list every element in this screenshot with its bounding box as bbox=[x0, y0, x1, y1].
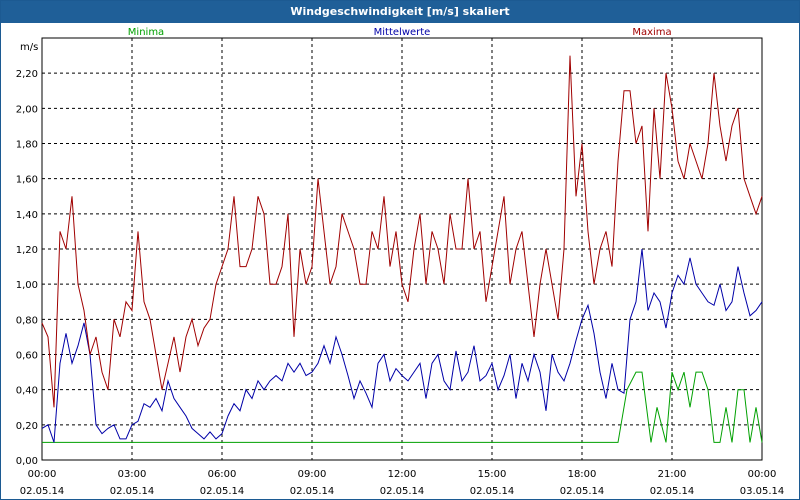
x-tick-date: 02.05.14 bbox=[110, 486, 155, 497]
y-tick-label: 1,60 bbox=[16, 175, 38, 186]
series-group bbox=[41, 55, 763, 443]
x-tick-time: 21:00 bbox=[658, 469, 687, 480]
y-axis-ticks: 0,00 0,20 0,40 0,60 0,80 1,00 1,20 1,40 1,60 1,80… bbox=[16, 69, 38, 467]
x-tick-date: 02.05.14 bbox=[470, 486, 515, 497]
x-tick-time: 15:00 bbox=[478, 469, 507, 480]
x-tick-time: 09:00 bbox=[298, 469, 327, 480]
y-tick-label: 1,40 bbox=[16, 210, 38, 221]
y-tick-label: 0,80 bbox=[16, 315, 38, 326]
x-tick-time: 00:00 bbox=[28, 469, 57, 480]
y-axis-label: m/s bbox=[20, 42, 38, 53]
x-tick-time: 03:00 bbox=[118, 469, 147, 480]
x-tick-time: 00:00 bbox=[748, 469, 777, 480]
x-tick-time: 18:00 bbox=[568, 469, 597, 480]
x-tick-date: 02.05.14 bbox=[20, 486, 65, 497]
x-tick-date: 02.05.14 bbox=[380, 486, 425, 497]
y-tick-label: 0,20 bbox=[16, 421, 38, 432]
x-tick-date: 02.05.14 bbox=[200, 486, 245, 497]
x-axis-ticks: 00:00 02.05.14 03:00 02.05.14 06:00 02.05.14 0… bbox=[20, 469, 785, 497]
y-tick-label: 1,00 bbox=[16, 280, 38, 291]
y-tick-label: 0,00 bbox=[16, 456, 38, 467]
y-tick-label: 0,60 bbox=[16, 351, 38, 362]
series-mittelwerte-line bbox=[41, 248, 763, 443]
grid-lines bbox=[42, 38, 762, 460]
y-tick-label: 2,20 bbox=[16, 69, 38, 80]
legend-minima: Minima bbox=[128, 27, 164, 38]
x-tick-date: 03.05.14 bbox=[740, 486, 785, 497]
y-tick-label: 0,40 bbox=[16, 386, 38, 397]
x-tick-time: 06:00 bbox=[208, 469, 237, 480]
legend-mittelwerte: Mittelwerte bbox=[374, 27, 431, 38]
window-title: Windgeschwindigkeit [m/s] skaliert bbox=[1, 1, 799, 23]
y-tick-label: 1,80 bbox=[16, 140, 38, 151]
legend-maxima: Maxima bbox=[632, 27, 671, 38]
x-tick-date: 02.05.14 bbox=[650, 486, 695, 497]
x-tick-time: 12:00 bbox=[388, 469, 417, 480]
series-maxima-line bbox=[41, 55, 763, 408]
x-tick-date: 02.05.14 bbox=[290, 486, 335, 497]
y-tick-label: 1,20 bbox=[16, 245, 38, 256]
x-tick-date: 02.05.14 bbox=[560, 486, 605, 497]
series-minima-line bbox=[42, 371, 763, 443]
y-tick-label: 2,00 bbox=[16, 104, 38, 115]
